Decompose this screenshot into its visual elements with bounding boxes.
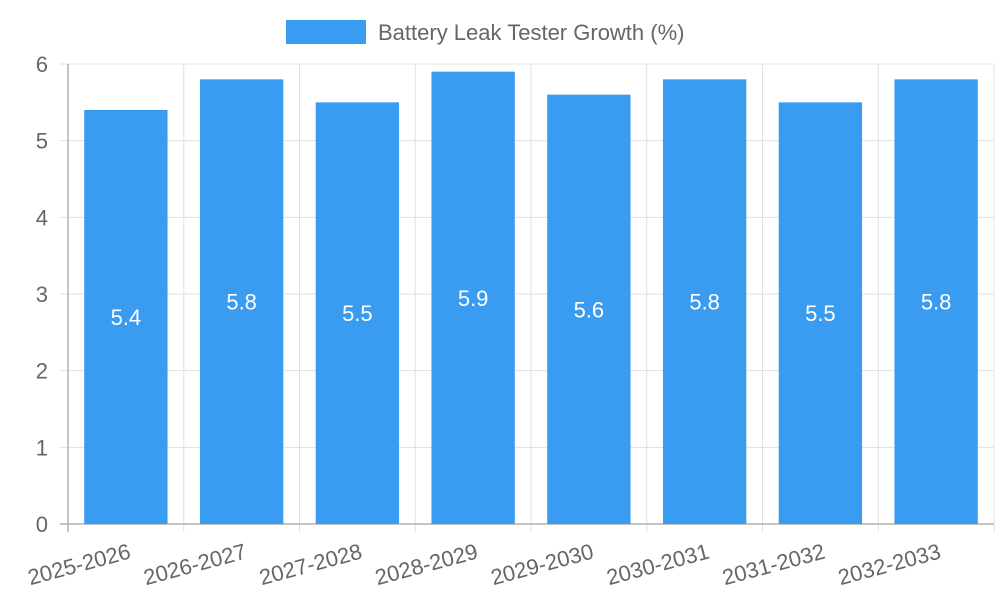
bar[interactable] [84,110,168,524]
y-tick-label: 0 [36,512,48,537]
legend-label: Battery Leak Tester Growth (%) [378,20,685,45]
data-label: 5.5 [805,301,836,326]
y-tick-label: 6 [36,52,48,77]
x-tick-label: 2027-2028 [257,539,365,590]
x-tick-label: 2025-2026 [25,539,133,590]
y-tick-label: 1 [36,435,48,460]
x-tick-label: 2032-2033 [835,539,943,590]
bar[interactable] [894,79,978,524]
data-label: 5.8 [689,290,720,315]
bar[interactable] [315,102,400,524]
x-tick-label: 2031-2032 [720,539,828,590]
bar[interactable] [662,79,747,524]
bars [84,71,978,525]
bar[interactable] [547,94,631,525]
x-tick-label: 2030-2031 [604,539,712,590]
data-label: 5.4 [111,305,142,330]
bar[interactable] [431,71,515,525]
x-tick-label: 2028-2029 [372,539,480,590]
legend-swatch [286,20,366,44]
data-labels: 5.4 5.8 5.5 5.9 5.6 5.8 5.5 5.8 [111,286,952,330]
data-label: 5.8 [226,290,257,315]
y-tick-label: 5 [36,129,48,154]
bar[interactable] [199,79,284,524]
data-label: 5.9 [458,286,489,311]
x-tick-labels: 2025-2026 2026-2027 2027-2028 2028-2029 2029… [25,539,943,590]
legend[interactable]: Battery Leak Tester Growth (%) [286,20,685,45]
x-tick-label: 2029-2030 [488,539,596,590]
x-tick-label: 2026-2027 [141,539,249,590]
data-label: 5.6 [574,297,605,322]
data-label: 5.8 [921,290,952,315]
y-tick-label: 2 [36,359,48,384]
y-tick-label: 4 [36,205,48,230]
y-tick-label: 3 [36,282,48,307]
y-tick-labels: 0 1 2 3 4 5 6 [36,52,48,537]
bar[interactable] [778,102,863,524]
data-label: 5.5 [342,301,373,326]
